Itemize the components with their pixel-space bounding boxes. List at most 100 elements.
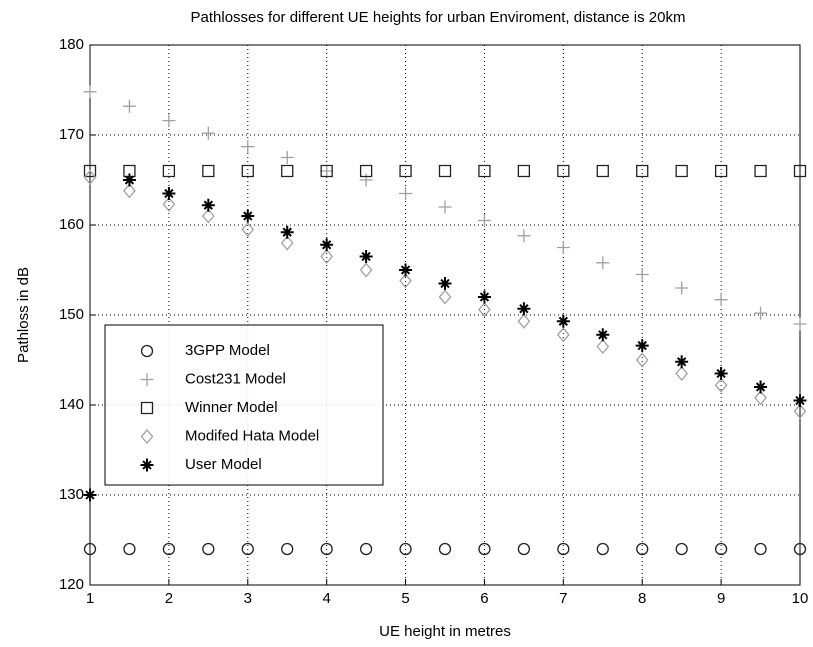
data-point (399, 164, 412, 178)
data-point (162, 542, 176, 556)
data-point (636, 542, 649, 556)
data-point (754, 380, 768, 394)
data-point (281, 542, 294, 556)
data-point (793, 164, 807, 178)
data-point (596, 328, 610, 342)
y-axis-label: Pathloss in dB (15, 267, 32, 363)
data-point (201, 126, 215, 140)
x-tick-label: 7 (559, 590, 567, 607)
data-point (714, 542, 728, 556)
x-tick-label: 5 (401, 590, 409, 607)
data-point (556, 327, 570, 343)
data-point (359, 173, 373, 187)
data-point (438, 200, 452, 214)
data-point (556, 314, 570, 328)
y-tick-label: 130 (59, 486, 84, 503)
data-point (202, 164, 215, 178)
data-point (123, 183, 136, 199)
data-point (754, 306, 768, 320)
data-point (478, 302, 491, 318)
x-tick-label: 8 (638, 590, 646, 607)
plot-area (89, 44, 801, 586)
data-point (517, 313, 531, 329)
data-point (793, 542, 807, 556)
data-point (675, 355, 689, 369)
data-point (399, 263, 413, 277)
data-point (754, 542, 767, 556)
y-tick-label: 160 (59, 216, 84, 233)
x-tick-label: 3 (244, 590, 252, 607)
data-point (438, 542, 452, 556)
data-point (478, 164, 491, 178)
data-point (477, 214, 491, 227)
legend-label: 3GPP Model (185, 342, 270, 359)
data-point (793, 394, 807, 407)
data-point (714, 367, 728, 380)
data-point (596, 542, 609, 556)
data-point (399, 273, 412, 289)
data-point (714, 377, 728, 393)
data-point (241, 221, 255, 238)
data-point (241, 164, 254, 178)
data-point (241, 140, 255, 154)
data-point (557, 542, 570, 556)
data-point (635, 352, 649, 368)
data-point (635, 339, 649, 353)
data-point (477, 290, 491, 304)
data-point (399, 187, 413, 200)
legend-marker (140, 428, 154, 445)
data-point (320, 164, 334, 178)
legend-marker (140, 344, 154, 358)
x-tick-label: 9 (717, 590, 725, 607)
y-tick-label: 140 (59, 396, 84, 413)
data-point (359, 164, 373, 178)
data-point (754, 390, 767, 406)
x-tick-label: 1 (86, 590, 94, 607)
data-point (359, 542, 373, 556)
data-point (241, 209, 255, 223)
data-point (122, 99, 136, 113)
x-tick-label: 6 (480, 590, 488, 607)
data-point (280, 225, 294, 239)
data-point (201, 208, 215, 224)
data-point (123, 542, 136, 556)
data-point (202, 542, 215, 556)
data-point (281, 164, 294, 178)
data-point (714, 164, 728, 178)
x-axis-label: UE height in metres (379, 623, 511, 640)
legend-label: Winner Model (185, 399, 278, 416)
data-point (636, 164, 649, 178)
legend-marker (140, 373, 154, 386)
data-point (596, 164, 609, 178)
chart-title: Pathlosses for different UE heights for … (191, 9, 686, 26)
y-tick-label: 180 (59, 36, 84, 53)
data-point (517, 229, 531, 243)
legend-label: Modifed Hata Model (185, 427, 319, 444)
data-point (320, 164, 333, 178)
data-point (201, 198, 215, 212)
data-point (280, 235, 294, 251)
data-point (399, 542, 412, 556)
data-point (517, 542, 531, 556)
data-point (793, 317, 807, 331)
data-point (162, 164, 176, 178)
data-point (320, 248, 334, 265)
data-point (122, 173, 136, 187)
data-point (675, 365, 689, 382)
data-point (478, 542, 491, 556)
data-point (162, 114, 176, 128)
data-point (359, 262, 373, 278)
data-point (557, 164, 570, 178)
data-point (675, 281, 689, 295)
y-tick-label: 150 (59, 306, 84, 323)
data-point (438, 289, 452, 305)
data-point (438, 164, 452, 178)
data-point (714, 293, 728, 307)
data-point (162, 187, 176, 200)
data-point (320, 542, 333, 556)
data-point (83, 85, 97, 99)
data-point (83, 169, 97, 185)
data-point (517, 302, 531, 316)
legend-marker (140, 401, 154, 415)
x-tick-label: 10 (792, 590, 809, 607)
